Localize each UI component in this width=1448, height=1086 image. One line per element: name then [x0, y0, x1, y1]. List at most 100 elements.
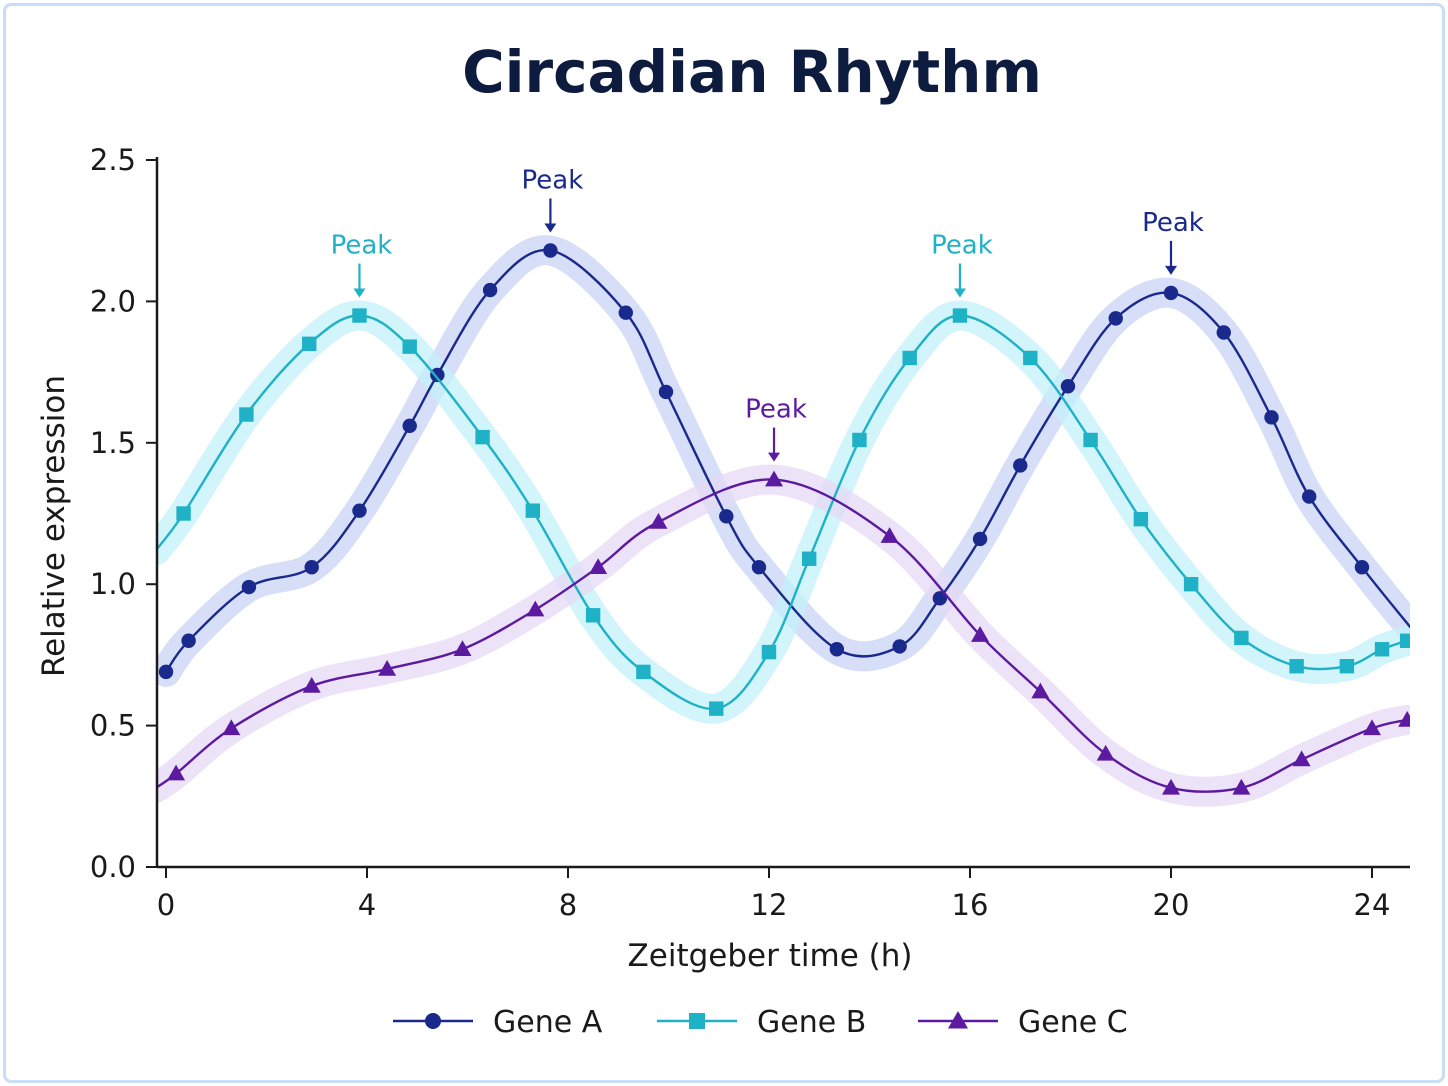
- annotation-layer: Peak Peak Peak Peak Peak: [331, 165, 1204, 462]
- data-point: [1354, 560, 1370, 575]
- x-tick-label: 12: [751, 888, 788, 922]
- legend-marker: [689, 1013, 705, 1029]
- peak-label: Peak: [331, 231, 393, 261]
- data-point: [1232, 778, 1251, 795]
- data-point: [618, 305, 633, 320]
- y-tick-label: 0.0: [90, 850, 136, 884]
- legend-label: Gene B: [757, 1005, 866, 1040]
- x-tick-label: 16: [952, 888, 989, 922]
- y-tick-label: 1.5: [90, 426, 136, 460]
- y-tick-label: 2.5: [90, 143, 136, 177]
- data-point: [1060, 379, 1076, 394]
- data-point: [1363, 719, 1381, 736]
- data-point: [475, 429, 490, 445]
- data-point: [1339, 659, 1355, 674]
- peak-arrow-head: [353, 288, 366, 298]
- x-tick-label: 0: [157, 888, 175, 922]
- x-axis-title: Zeitgeber time (h): [628, 938, 913, 974]
- data-point: [1162, 778, 1180, 795]
- axes-layer: 0 4 8 12 16 20 24 0.0 0.5 1.0 1.5 2.0 2.5: [90, 143, 1410, 922]
- peak-arrow-head: [953, 288, 966, 298]
- data-point: [1013, 458, 1028, 473]
- data-point: [1234, 630, 1249, 646]
- x-tick-label: 24: [1354, 888, 1391, 922]
- data-point: [1399, 633, 1410, 648]
- x-tick-label: 8: [559, 888, 577, 922]
- data-point: [880, 527, 899, 543]
- data-point: [222, 719, 241, 736]
- data-point: [709, 701, 724, 716]
- data-point: [430, 367, 445, 383]
- legend-marker: [425, 1013, 441, 1029]
- data-point: [402, 418, 417, 434]
- data-point: [1292, 750, 1311, 767]
- data-point: [719, 509, 734, 524]
- data-point: [1301, 489, 1317, 504]
- peak-label: Peak: [522, 165, 584, 195]
- data-point: [176, 506, 191, 521]
- legend-label: Gene A: [493, 1005, 603, 1040]
- data-point: [1083, 432, 1098, 448]
- x-tick-label: 4: [358, 888, 376, 922]
- data-point: [1398, 710, 1410, 727]
- data-point: [525, 503, 541, 518]
- data-point: [761, 644, 777, 660]
- y-tick-label: 1.0: [90, 567, 136, 601]
- data-point: [167, 764, 186, 781]
- data-point: [543, 243, 558, 258]
- data-point: [1374, 642, 1390, 657]
- data-point: [482, 282, 498, 298]
- data-point: [765, 470, 784, 487]
- data-point: [1264, 410, 1279, 425]
- data-point: [241, 579, 257, 595]
- data-point: [1216, 325, 1231, 340]
- legend-label: Gene C: [1018, 1005, 1128, 1040]
- data-point: [751, 560, 767, 575]
- data-point: [658, 384, 674, 400]
- data-point: [239, 407, 254, 422]
- data-point: [453, 640, 472, 656]
- data-point: [1096, 744, 1115, 761]
- peak-label: Peak: [931, 231, 993, 261]
- data-point: [158, 664, 174, 680]
- data-point: [302, 336, 317, 352]
- data-point: [352, 308, 367, 323]
- data-point: [526, 600, 545, 617]
- y-axis-title: Relative expression: [36, 375, 72, 677]
- data-point: [932, 591, 948, 606]
- data-point: [1289, 659, 1304, 674]
- data-point: [1031, 682, 1050, 699]
- data-point: [302, 677, 321, 693]
- data-point: [902, 350, 917, 366]
- data-point: [1163, 285, 1179, 301]
- data-point: [952, 308, 968, 323]
- data-point: [1108, 311, 1123, 326]
- peak-label: Peak: [1142, 208, 1204, 238]
- series-layer: [157, 235, 1410, 807]
- data-point: [852, 432, 867, 448]
- y-tick-label: 2.0: [90, 284, 136, 318]
- data-point: [1133, 511, 1149, 527]
- data-point: [181, 633, 196, 648]
- peak-arrow-head: [768, 452, 781, 462]
- data-point: [649, 512, 668, 529]
- data-point: [352, 503, 367, 518]
- data-point: [1183, 577, 1199, 592]
- data-point: [589, 558, 608, 574]
- chart-title: Circadian Rhythm: [462, 38, 1042, 106]
- data-point: [829, 642, 845, 657]
- peak-label: Peak: [745, 395, 807, 425]
- data-point: [1023, 350, 1038, 366]
- data-point: [636, 664, 651, 680]
- data-point: [378, 660, 397, 676]
- data-point: [402, 339, 417, 354]
- data-point: [304, 560, 319, 575]
- data-point: [972, 531, 988, 547]
- data-point: [892, 639, 907, 654]
- x-tick-label: 20: [1153, 888, 1190, 922]
- data-point: [802, 551, 817, 566]
- y-tick-label: 0.5: [90, 709, 136, 743]
- data-point: [971, 626, 990, 642]
- legend-marker: [948, 1011, 968, 1029]
